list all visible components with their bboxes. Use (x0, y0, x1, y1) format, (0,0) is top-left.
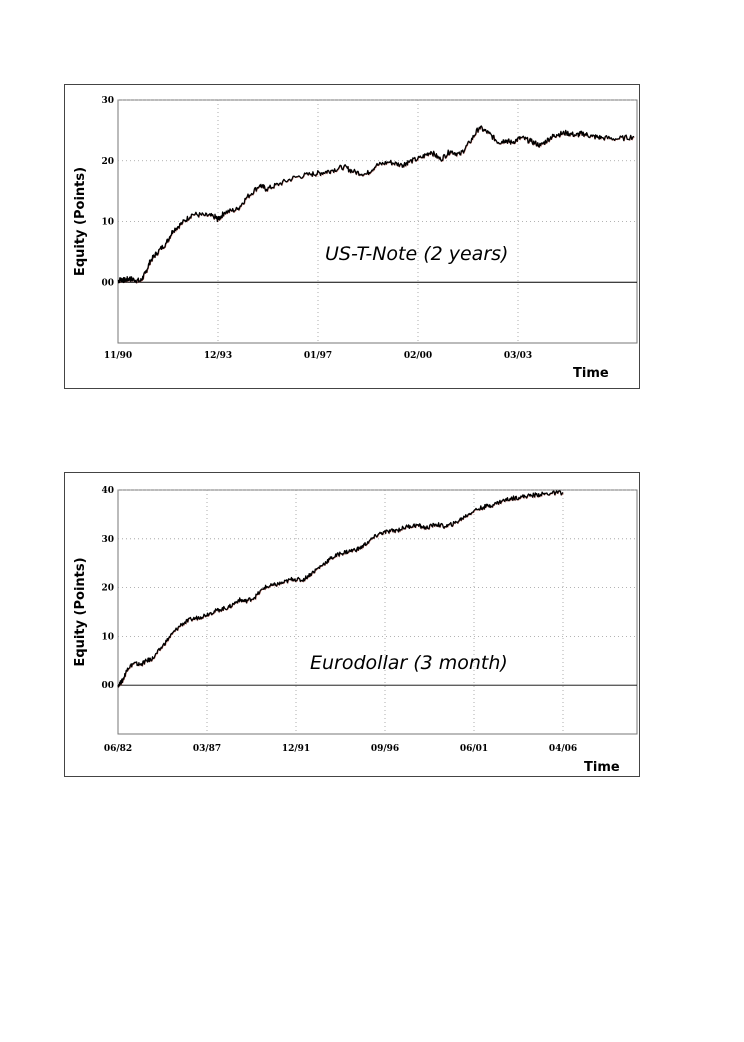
chart-us-t-note: 00 10 20 30 11/90 12/93 01/97 02/00 03/03 Equity … (73, 96, 638, 381)
y-tick-label: 00 (101, 278, 114, 288)
x-tick-label: 06/01 (460, 744, 488, 754)
series-line (117, 490, 564, 688)
x-tick-label: 12/93 (204, 351, 232, 361)
y-tick-label: 10 (101, 218, 114, 228)
x-axis-label: Time (584, 760, 620, 775)
y-axis-label: Equity (Points) (73, 167, 88, 276)
y-tick-label: 30 (101, 96, 114, 106)
x-tick-label: 09/96 (371, 744, 399, 754)
y-axis-label: Equity (Points) (73, 557, 88, 666)
x-axis-label: Time (573, 366, 609, 381)
x-tick-label: 03/87 (193, 744, 221, 754)
series-line (117, 125, 635, 284)
chart-panel-us-t-note: 00 10 20 30 11/90 12/93 01/97 02/00 03/03 Equity … (64, 84, 640, 389)
x-tick-label: 06/82 (104, 744, 132, 754)
y-tick-label: 20 (101, 584, 114, 594)
chart-panel-eurodollar: 00 10 20 30 40 06/82 03/87 12/91 09/96 06/01 04/06… (64, 472, 640, 777)
x-tick-label: 12/91 (282, 744, 310, 754)
chart-title: Eurodollar (3 month) (310, 652, 508, 674)
chart-title: US-T-Note (2 years) (325, 243, 508, 265)
chart-eurodollar: 00 10 20 30 40 06/82 03/87 12/91 09/96 06/01 04/06… (73, 486, 638, 775)
y-tick-label: 10 (101, 632, 114, 642)
x-tick-label: 03/03 (504, 351, 532, 361)
y-tick-label: 00 (101, 681, 114, 691)
x-tick-label: 02/00 (404, 351, 432, 361)
y-tick-label: 30 (101, 535, 114, 545)
y-tick-label: 20 (101, 157, 114, 167)
x-tick-label: 04/06 (549, 744, 577, 754)
plot-area (117, 489, 638, 735)
x-tick-label: 11/90 (104, 351, 132, 361)
x-tick-label: 01/97 (304, 351, 332, 361)
y-tick-label: 40 (101, 486, 114, 496)
